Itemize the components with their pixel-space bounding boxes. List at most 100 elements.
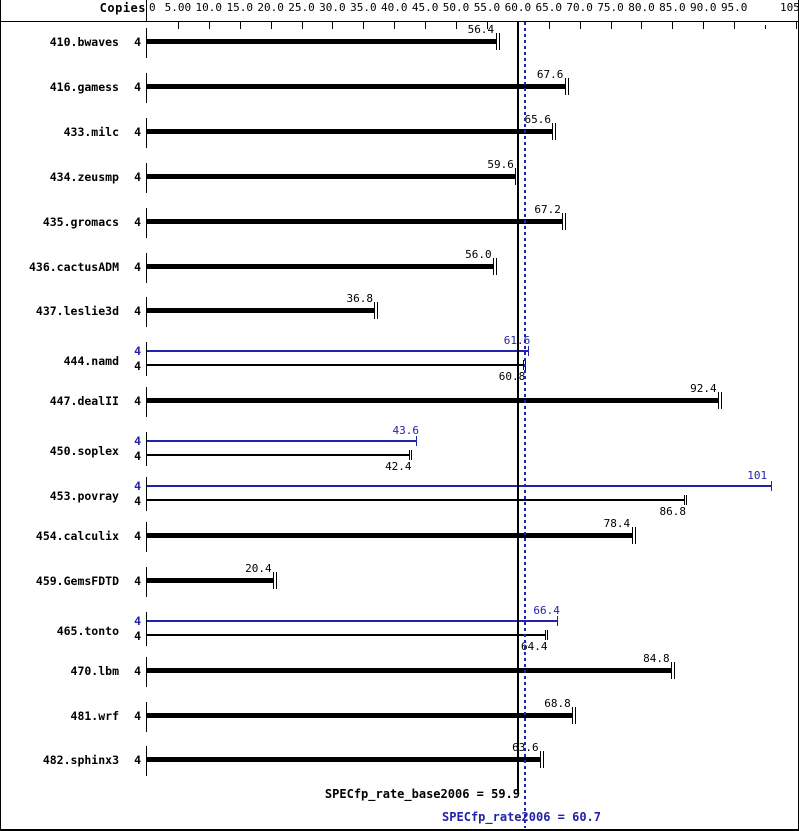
row-axis-stub: [146, 297, 147, 328]
base-bar: [147, 667, 672, 673]
x-tick-mark-45: [425, 22, 427, 29]
base-bar: [147, 364, 523, 367]
base-value-label: 64.4: [521, 639, 548, 653]
row-axis-stub: [146, 432, 147, 467]
base-bar-end-cap: [685, 495, 687, 505]
base-bar-end-cap: [276, 571, 278, 589]
copies-value: 4: [134, 573, 141, 588]
peak-value-label: 43.6: [392, 424, 419, 438]
peak-bar-end-cap: [771, 481, 773, 491]
peak-value-label: 101: [747, 469, 768, 482]
summary-base-text: SPECfp_rate_base2006 = 59.9: [324, 787, 520, 801]
x-tick-label-90: 90.0: [690, 1, 717, 14]
base-value-label: 92.4: [690, 382, 717, 396]
x-tick-mark-50: [456, 22, 458, 29]
x-tick-mark-100: [765, 25, 767, 29]
copies-value: 4: [134, 708, 141, 723]
base-value-label: 65.6: [524, 112, 551, 126]
row-axis-stub: [146, 387, 147, 418]
base-bar-end-cap: [575, 706, 577, 724]
base-bar-end-cap: [495, 33, 497, 50]
base-bar-end-cap: [515, 167, 517, 185]
base-copies-value: 4: [134, 449, 141, 464]
peak-bar-end-cap: [527, 346, 529, 357]
peak-copies-value: 4: [134, 479, 141, 493]
benchmark-row: 410.bwaves 56.4 4: [1, 23, 798, 71]
benchmark-row: 459.GemsFDTD 20.4 4: [1, 561, 798, 610]
base-value-label: 67.6: [536, 67, 564, 81]
x-tick-mark-75: [610, 22, 612, 29]
benchmark-row: 482.sphinx363.64: [1, 741, 798, 789]
base-bar-end-cap: [552, 122, 554, 140]
benchmark-row: 454.calculix 78.4 4: [1, 516, 798, 565]
base-bar-end-cap: [564, 77, 566, 95]
row-axis-stub: [146, 701, 147, 732]
row-axis-stub: [146, 611, 147, 646]
x-tick-label-5: 5.00: [164, 1, 192, 14]
benchmark-row: 436.cactusADM 56.0 4: [1, 248, 798, 296]
peak-value-label: 66.4: [533, 603, 560, 617]
x-tick-mark-25: [301, 22, 303, 29]
x-tick-label-95: 95.0: [720, 1, 748, 14]
x-tick-label-55: 55.0: [473, 1, 501, 14]
mean-peak-reference-line: [524, 22, 527, 828]
benchmark-name-label: 437.leslie3d: [35, 304, 119, 319]
benchmark-name-label: 454.calculix: [35, 528, 119, 543]
x-tick-label-45: 45.0: [411, 1, 439, 14]
base-bar: [147, 83, 565, 89]
x-tick-mark-35: [363, 22, 365, 29]
x-tick-label-40: 40.0: [380, 1, 408, 14]
x-tick-label-85: 85.0: [659, 1, 686, 14]
axis-separator-line: [146, 0, 147, 22]
base-value-label: 86.8: [659, 505, 687, 518]
x-tick-mark-20: [270, 22, 272, 29]
base-value-label: 20.4: [245, 561, 272, 575]
row-axis-stub: [146, 117, 147, 148]
base-bar-end-cap: [540, 751, 542, 769]
base-bar-end-cap: [572, 706, 574, 724]
base-value-label: 42.4: [385, 460, 412, 474]
benchmark-name-label: 450.soplex: [49, 444, 119, 459]
x-tick-label-75: 75.0: [597, 1, 624, 14]
base-value-label: 59.6: [487, 157, 514, 171]
x-tick-label-50: 50.0: [442, 1, 470, 14]
copies-value: 4: [134, 259, 141, 274]
x-tick-mark-90: [703, 22, 705, 29]
base-bar: [147, 454, 410, 457]
base-bar: [147, 263, 494, 269]
x-tick-mark-95: [734, 22, 736, 29]
base-bar-end-cap: [562, 212, 564, 230]
summary-peak-text: SPECfp_rate2006 = 60.7: [442, 810, 601, 824]
peak-copies-value: 4: [134, 344, 141, 359]
peak-copies-value: 4: [134, 613, 141, 628]
x-tick-label-30: 30.0: [319, 1, 346, 14]
benchmark-row: 450.soplex 43.6 4 42.4 4: [1, 424, 798, 475]
base-bar: [147, 577, 274, 583]
x-tick-label-15: 15.0: [226, 1, 253, 14]
peak-bar-end-cap: [557, 615, 559, 626]
base-bar-end-cap: [377, 302, 379, 320]
base-bar: [147, 532, 632, 538]
base-bar-end-cap: [567, 77, 569, 95]
benchmark-name-label: 433.milc: [63, 124, 119, 139]
copies-header-cell: Copies: [1, 0, 146, 21]
base-bar-end-cap: [273, 571, 275, 589]
x-tick-label-35: 35.0: [350, 1, 377, 14]
row-axis-stub: [146, 521, 147, 552]
benchmark-name-label: 481.wrf: [70, 708, 119, 723]
base-bar: [147, 39, 496, 44]
row-axis-stub: [146, 252, 147, 283]
base-value-label: 78.4: [603, 516, 631, 530]
base-bar: [147, 128, 553, 134]
row-axis-stub: [146, 566, 147, 597]
base-value-label: 36.8: [346, 292, 373, 306]
benchmark-row: 416.gamess 67.6 4: [1, 67, 798, 116]
base-copies-value: 4: [134, 628, 141, 643]
benchmark-row: 470.lbm 84.8 4: [1, 652, 798, 700]
x-tick-mark-85: [672, 22, 674, 29]
base-copies-value: 4: [134, 359, 141, 374]
copies-value: 4: [134, 35, 141, 49]
x-tick-label-60: 60.0: [504, 1, 532, 14]
base-bar-end-cap: [634, 526, 636, 544]
